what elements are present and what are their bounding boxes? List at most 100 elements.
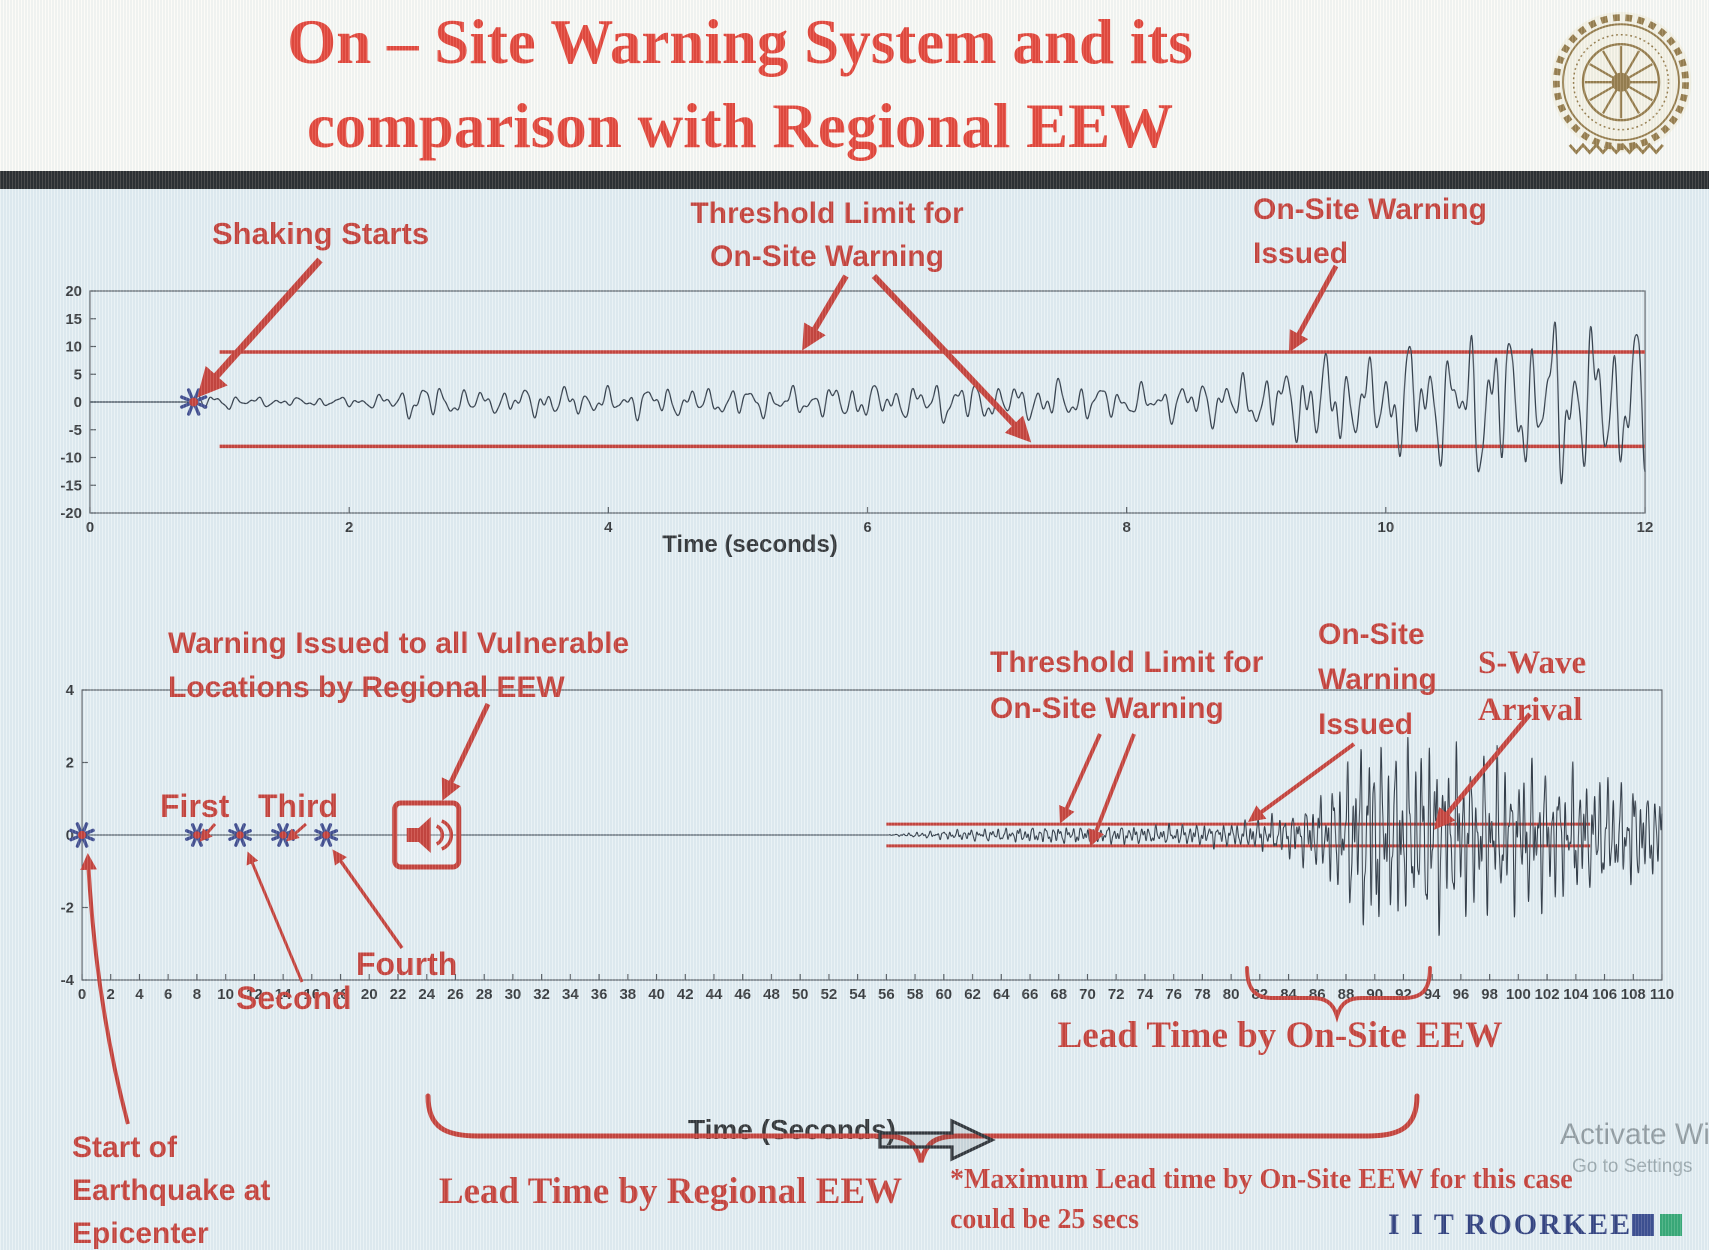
svg-text:15: 15 — [65, 311, 82, 328]
svg-text:54: 54 — [849, 986, 866, 1003]
shaking-starts-label: Shaking Starts — [212, 216, 429, 252]
svg-text:62: 62 — [964, 986, 981, 1003]
svg-text:0: 0 — [74, 394, 82, 411]
max-lead-line1: *Maximum Lead time by On-Site EEW for th… — [950, 1160, 1573, 1200]
svg-text:72: 72 — [1108, 986, 1125, 1003]
svg-text:70: 70 — [1079, 986, 1096, 1003]
svg-text:86: 86 — [1309, 986, 1326, 1003]
threshold-bottom-label: Threshold Limit for On-Site Warning — [990, 640, 1263, 732]
s-wave-line1: S-Wave — [1478, 640, 1586, 687]
svg-text:5: 5 — [74, 366, 82, 383]
lead-time-regional-brace — [428, 1096, 1417, 1162]
svg-text:10: 10 — [65, 339, 82, 356]
lead-time-onsite-label: Lead Time by On-Site EEW — [1020, 1014, 1540, 1057]
svg-text:100: 100 — [1506, 986, 1531, 1003]
svg-text:0: 0 — [86, 519, 94, 536]
svg-text:98: 98 — [1481, 986, 1498, 1003]
svg-text:88: 88 — [1338, 986, 1355, 1003]
activate-watermark-line1: Activate Win — [1560, 1118, 1709, 1152]
svg-text:12: 12 — [1637, 519, 1654, 536]
threshold-bottom-line1: Threshold Limit for — [990, 640, 1263, 686]
svg-text:32: 32 — [533, 986, 550, 1003]
threshold-top-line1: Threshold Limit for — [677, 192, 977, 235]
svg-text:64: 64 — [993, 986, 1010, 1003]
svg-text:104: 104 — [1563, 986, 1589, 1003]
svg-text:50: 50 — [792, 986, 809, 1003]
svg-text:44: 44 — [706, 986, 723, 1003]
onsite-bottom-line3: Issued — [1318, 702, 1437, 747]
svg-text:-2: -2 — [61, 900, 74, 917]
svg-text:4: 4 — [66, 682, 75, 699]
svg-text:-20: -20 — [60, 505, 82, 522]
svg-text:30: 30 — [505, 986, 522, 1003]
svg-text:106: 106 — [1592, 986, 1617, 1003]
svg-text:52: 52 — [821, 986, 838, 1003]
svg-text:82: 82 — [1251, 986, 1268, 1003]
svg-text:-5: -5 — [69, 422, 82, 439]
onsite-top-line2: Issued — [1253, 232, 1487, 276]
s-wave-line2: Arrival — [1478, 687, 1586, 734]
iit-roorkee-wordmark: I I T ROORKEE — [1388, 1208, 1632, 1242]
bottom-xaxis-title: Time (Seconds) — [688, 1114, 896, 1146]
svg-text:20: 20 — [65, 283, 82, 300]
svg-text:28: 28 — [476, 986, 493, 1003]
svg-text:-4: -4 — [61, 972, 75, 989]
top-xaxis-title: Time (seconds) — [590, 531, 910, 559]
svg-text:2: 2 — [66, 755, 74, 772]
svg-text:10: 10 — [217, 986, 234, 1003]
svg-text:94: 94 — [1424, 986, 1441, 1003]
page-title-line2: comparison with Regional EEW — [30, 84, 1450, 168]
svg-text:66: 66 — [1022, 986, 1039, 1003]
brand-square-green — [1660, 1214, 1682, 1236]
iit-roorkee-logo — [1545, 8, 1697, 164]
svg-text:8: 8 — [193, 986, 201, 1003]
svg-text:78: 78 — [1194, 986, 1211, 1003]
page-title-line1: On – Site Warning System and its — [30, 0, 1450, 84]
onsite-top-line1: On-Site Warning — [1253, 188, 1487, 232]
third-trigger-label: Third — [258, 788, 338, 825]
svg-text:76: 76 — [1165, 986, 1182, 1003]
svg-text:92: 92 — [1395, 986, 1412, 1003]
svg-text:4: 4 — [135, 986, 144, 1003]
svg-text:24: 24 — [418, 986, 435, 1003]
onsite-warning-top-label: On-Site Warning Issued — [1253, 188, 1487, 276]
svg-text:-15: -15 — [60, 477, 82, 494]
svg-text:46: 46 — [734, 986, 751, 1003]
svg-text:60: 60 — [935, 986, 952, 1003]
second-trigger-label: Second — [236, 980, 352, 1017]
svg-text:56: 56 — [878, 986, 895, 1003]
threshold-bottom-line2: On-Site Warning — [990, 686, 1263, 732]
threshold-top-label: Threshold Limit for On-Site Warning — [677, 192, 977, 278]
svg-text:0: 0 — [78, 986, 86, 1003]
seismogram-trace — [90, 322, 1645, 484]
activate-watermark-line2: Go to Settings — [1572, 1156, 1692, 1178]
slide: On – Site Warning System and its compari… — [0, 0, 1709, 1250]
svg-text:6: 6 — [164, 986, 172, 1003]
time-axis-direction-arrow — [880, 1121, 992, 1159]
epicenter-line2: Earthquake at — [72, 1169, 270, 1212]
onsite-bottom-line2: Warning — [1318, 657, 1437, 702]
regional-warning-line1: Warning Issued to all Vulnerable — [168, 622, 629, 666]
svg-text:-10: -10 — [60, 450, 82, 467]
svg-text:80: 80 — [1223, 986, 1240, 1003]
epicenter-line1: Start of — [72, 1126, 270, 1169]
svg-text:68: 68 — [1050, 986, 1067, 1003]
epicenter-line3: Epicenter — [72, 1212, 270, 1250]
onsite-record-chart: 02468101220151050-5-10-15-20 — [55, 283, 1655, 551]
svg-text:110: 110 — [1650, 986, 1674, 1003]
svg-text:8: 8 — [1122, 519, 1130, 536]
s-wave-arrival-label: S-Wave Arrival — [1478, 640, 1586, 734]
svg-text:22: 22 — [390, 986, 407, 1003]
svg-text:20: 20 — [361, 986, 378, 1003]
svg-text:36: 36 — [591, 986, 608, 1003]
svg-text:102: 102 — [1535, 986, 1560, 1003]
threshold-top-line2: On-Site Warning — [677, 235, 977, 278]
regional-warning-speaker-icon — [395, 803, 459, 867]
svg-text:10: 10 — [1377, 519, 1394, 536]
svg-text:58: 58 — [907, 986, 924, 1003]
svg-text:108: 108 — [1621, 986, 1646, 1003]
onsite-warning-bottom-label: On-Site Warning Issued — [1318, 612, 1437, 747]
svg-text:48: 48 — [763, 986, 780, 1003]
svg-text:2: 2 — [107, 986, 115, 1003]
svg-text:38: 38 — [619, 986, 636, 1003]
